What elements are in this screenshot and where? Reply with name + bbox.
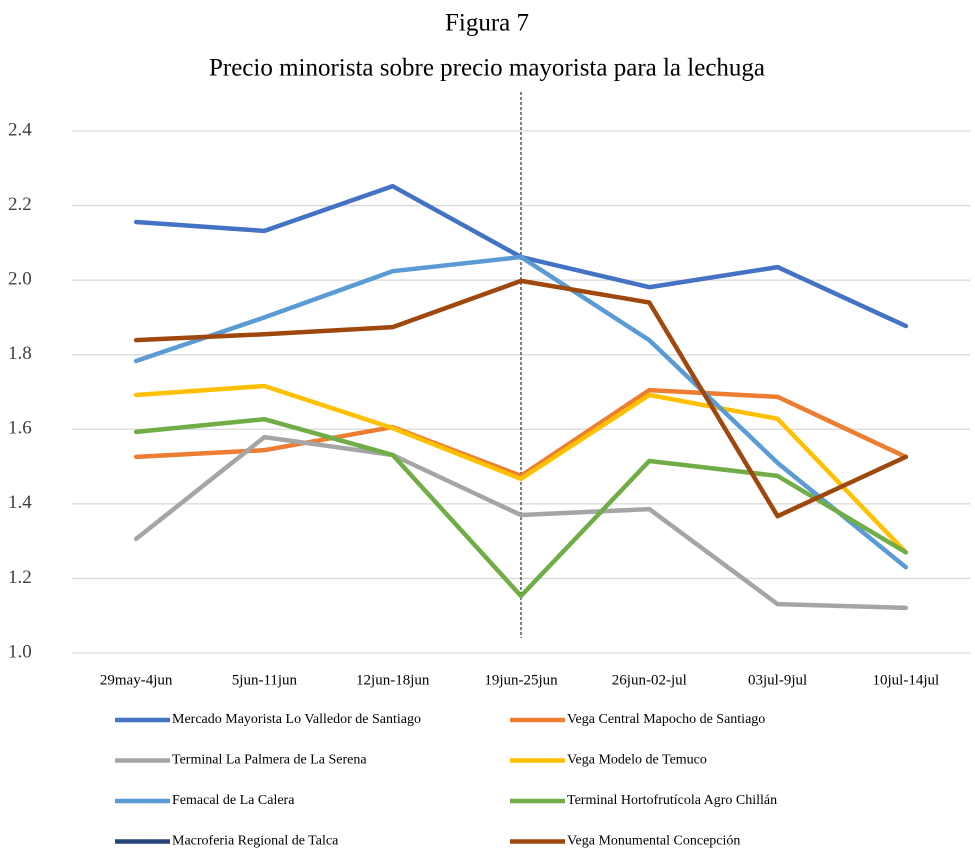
y-tick-label: 2.0 <box>8 269 32 290</box>
legend-label: Macroferia Regional de Talca <box>172 834 339 848</box>
x-tick-label: 10jul-14jul <box>873 672 940 688</box>
y-tick-label: 1.6 <box>8 418 32 439</box>
chart-subtitle: Precio minorista sobre precio mayorista … <box>209 55 765 82</box>
y-tick-label: 2.4 <box>8 119 32 140</box>
series-line <box>133 434 909 611</box>
series-line <box>133 416 909 599</box>
legend-label: Femacal de La Calera <box>172 793 295 808</box>
x-tick-label: 19jun-25jun <box>484 672 558 688</box>
x-tick-label: 26jun-02-jul <box>612 672 687 688</box>
legend-label: Vega Monumental Concepción <box>567 834 740 848</box>
legend-label: Terminal La Palmera de La Serena <box>172 753 367 768</box>
series-line <box>133 254 909 570</box>
y-tick-label: 1.2 <box>8 567 32 588</box>
chart-title: Figura 7 <box>445 10 529 37</box>
legend-label: Mercado Mayorista Lo Valledor de Santiag… <box>172 712 421 727</box>
y-tick-label: 2.2 <box>8 194 32 215</box>
y-tick-label: 1.8 <box>8 343 32 364</box>
legend-label: Vega Central Mapocho de Santiago <box>567 712 765 727</box>
x-tick-label: 03jul-9jul <box>748 672 807 688</box>
series-line <box>133 387 909 479</box>
x-tick-label: 12jun-18jun <box>356 672 430 688</box>
x-tick-label: 5jun-11jun <box>232 672 298 688</box>
legend-label: Terminal Hortofrutícola Agro Chillán <box>567 793 777 808</box>
y-tick-label: 1.0 <box>8 641 32 662</box>
series-line <box>133 278 909 519</box>
legend-label: Vega Modelo de Temuco <box>567 753 707 768</box>
series-line <box>133 383 909 555</box>
x-tick-label: 29may-4jun <box>100 672 173 688</box>
y-tick-label: 1.4 <box>8 492 32 513</box>
